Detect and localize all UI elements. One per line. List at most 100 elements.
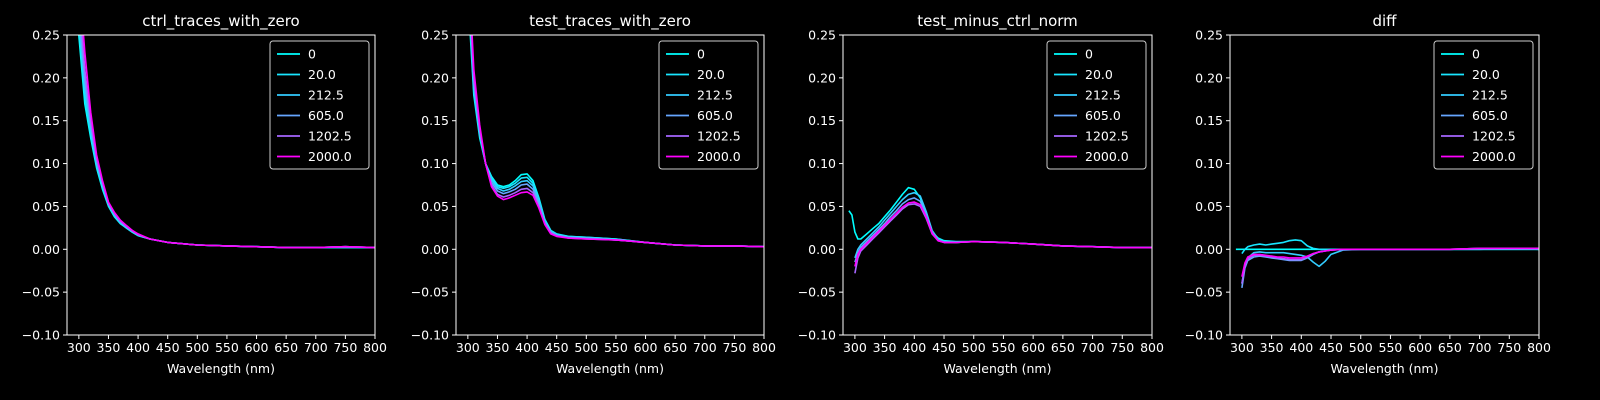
x-tick-label: 300 (67, 340, 91, 355)
x-tick-label: 700 (304, 340, 328, 355)
x-tick-label: 400 (515, 340, 539, 355)
y-tick-label: 0.00 (808, 242, 836, 257)
series-group (469, 35, 764, 248)
series-line-2000.0 (82, 35, 375, 249)
x-tick-label: 650 (1438, 340, 1462, 355)
x-tick-label: 400 (902, 340, 926, 355)
x-axis-label: Wavelength (nm) (556, 361, 664, 376)
y-tick-label: −0.05 (798, 285, 836, 300)
y-tick-label: 0.05 (421, 199, 449, 214)
axes-frame (1229, 34, 1540, 336)
y-tick-label: 0.10 (421, 156, 449, 171)
chart-panel-2: 300 350 400 450 500 550 600 650 700 750 800 −0.10 −0… (411, 12, 776, 376)
y-tick-label: 0.00 (32, 242, 60, 257)
legend-label: 20.0 (308, 67, 336, 82)
x-tick-label: 800 (363, 340, 387, 355)
x-tick-label: 600 (245, 340, 269, 355)
series-group (848, 186, 1152, 274)
y-tick-label: 0.15 (1195, 113, 1223, 128)
legend-box (658, 40, 759, 170)
legend-label: 20.0 (697, 67, 725, 82)
legend-label: 1202.5 (697, 129, 741, 144)
legend-label: 0 (1472, 47, 1480, 62)
y-tick-label: 0.20 (1195, 70, 1223, 85)
y-tick-label: 0.05 (808, 199, 836, 214)
series-line-2000.0 (854, 201, 1152, 267)
x-tick-label: 400 (126, 340, 150, 355)
legend-label: 0 (1085, 47, 1093, 62)
legend-label: 20.0 (1085, 67, 1113, 82)
x-tick-label: 550 (604, 340, 628, 355)
legend-label: 605.0 (1085, 108, 1121, 123)
x-tick-label: 700 (1468, 340, 1492, 355)
legend-label: 605.0 (1472, 108, 1508, 123)
x-tick-label: 450 (156, 340, 180, 355)
y-tick-label: −0.10 (411, 328, 449, 343)
y-tick-label: −0.10 (798, 328, 836, 343)
chart-panel-3: 300 350 400 450 500 550 600 650 700 750 800 −0.10 −0… (798, 12, 1164, 376)
x-tick-label: 500 (962, 340, 986, 355)
series-line-2000.0 (1241, 247, 1539, 277)
legend-box (269, 40, 370, 170)
x-axis-label: Wavelength (nm) (1331, 361, 1439, 376)
legend-label: 20.0 (1472, 67, 1500, 82)
y-tick-label: 0.25 (808, 28, 836, 43)
legend: 0 20.0 212.5 605.0 1202.5 2000.0 (1433, 40, 1534, 170)
y-tick-label: 0.20 (421, 70, 449, 85)
legend-label: 0 (308, 47, 316, 62)
legend-label: 1202.5 (1472, 129, 1516, 144)
x-tick-label: 650 (1051, 340, 1075, 355)
legend-box (1433, 40, 1534, 170)
y-tick-label: 0.25 (32, 28, 60, 43)
x-tick-label: 800 (1527, 340, 1551, 355)
legend-label: 2000.0 (697, 149, 741, 164)
series-group (1235, 239, 1539, 289)
chart-panel-4: 300 350 400 450 500 550 600 650 700 750 800 −0.10 −0… (1185, 12, 1551, 376)
x-axis-label: Wavelength (nm) (944, 361, 1052, 376)
chart-title: diff (1372, 12, 1397, 30)
x-tick-label: 650 (663, 340, 687, 355)
y-tick-label: 0.05 (32, 199, 60, 214)
y-tick-label: 0.15 (421, 113, 449, 128)
chart-title: test_minus_ctrl_norm (917, 12, 1078, 31)
y-tick-label: −0.10 (1185, 328, 1223, 343)
axes-frame (455, 34, 765, 336)
legend-label: 2000.0 (1085, 149, 1129, 164)
y-tick-label: 0.10 (32, 156, 60, 171)
legend: 0 20.0 212.5 605.0 1202.5 2000.0 (658, 40, 759, 170)
chart-title: test_traces_with_zero (529, 12, 691, 31)
y-tick-label: 0.25 (421, 28, 449, 43)
y-tick-label: −0.05 (411, 285, 449, 300)
x-tick-label: 500 (1349, 340, 1373, 355)
x-tick-label: 450 (545, 340, 569, 355)
x-tick-label: 700 (1081, 340, 1105, 355)
x-tick-label: 700 (693, 340, 717, 355)
y-tick-label: 0.00 (421, 242, 449, 257)
x-tick-label: 750 (1497, 340, 1521, 355)
legend-label: 605.0 (697, 108, 733, 123)
x-tick-label: 500 (185, 340, 209, 355)
y-tick-label: 0.05 (1195, 199, 1223, 214)
x-tick-label: 350 (486, 340, 510, 355)
x-tick-label: 350 (97, 340, 121, 355)
legend-label: 0 (697, 47, 705, 62)
legend: 0 20.0 212.5 605.0 1202.5 2000.0 (269, 40, 370, 170)
x-tick-label: 800 (752, 340, 776, 355)
chart-title: ctrl_traces_with_zero (142, 12, 299, 31)
axes-frame (842, 34, 1153, 336)
legend-label: 212.5 (308, 88, 344, 103)
y-tick-label: 0.10 (1195, 156, 1223, 171)
series-group (78, 35, 375, 249)
series-line-2000.0 (471, 35, 764, 248)
chart-panel-1: 300 350 400 450 500 550 600 650 700 750 800 −0.10 −0… (22, 12, 387, 376)
x-tick-label: 600 (1408, 340, 1432, 355)
x-tick-label: 300 (843, 340, 867, 355)
legend-label: 1202.5 (1085, 129, 1129, 144)
x-axis-label: Wavelength (nm) (167, 361, 275, 376)
y-tick-label: 0.25 (1195, 28, 1223, 43)
x-tick-label: 400 (1289, 340, 1313, 355)
x-tick-label: 300 (456, 340, 480, 355)
legend-label: 212.5 (1085, 88, 1121, 103)
